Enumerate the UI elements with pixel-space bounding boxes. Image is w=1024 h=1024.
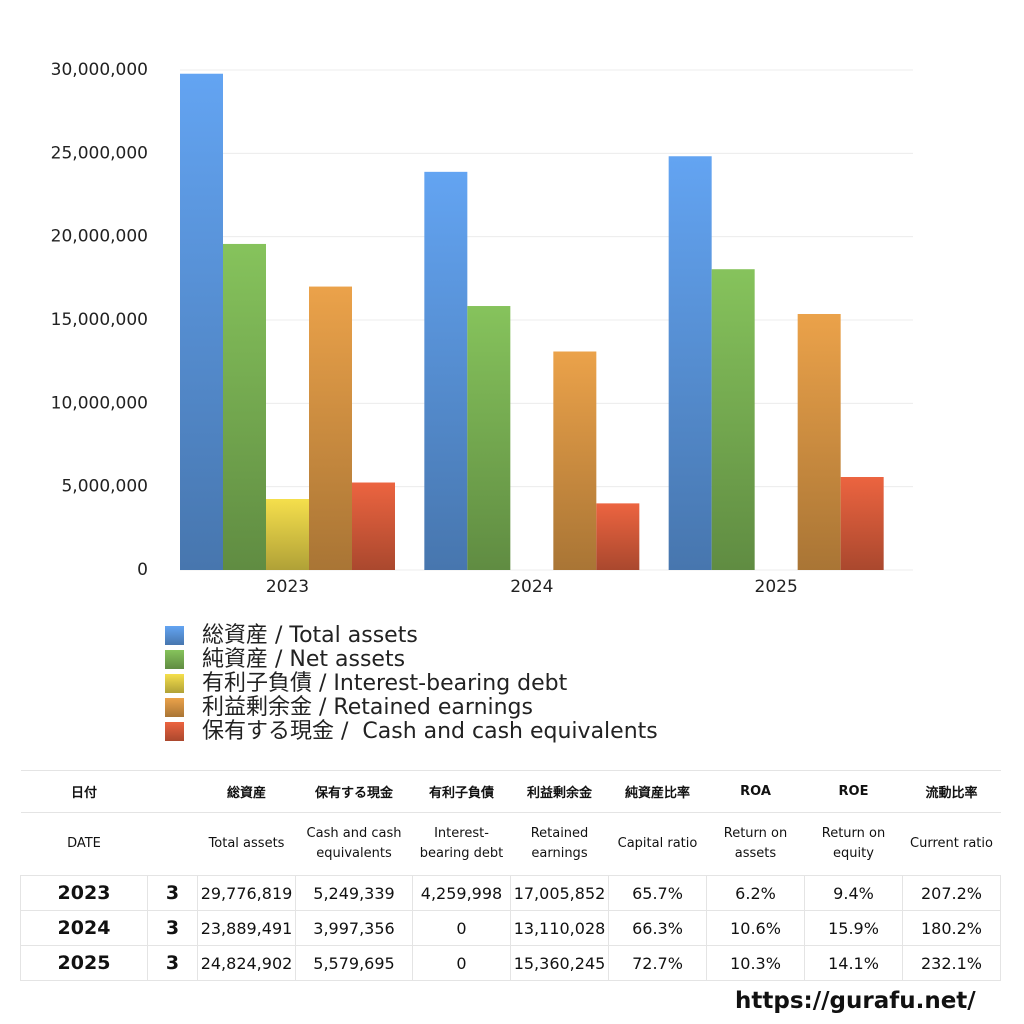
bar xyxy=(266,499,309,570)
bar xyxy=(352,482,395,570)
date-cell: 2023 xyxy=(20,875,148,911)
header-cell: DATE xyxy=(20,812,148,876)
value-cell: 0 xyxy=(412,910,511,946)
header-cell: Cash and cash equivalents xyxy=(295,812,413,876)
value-cell: 0 xyxy=(412,945,511,981)
legend-swatch xyxy=(165,722,184,741)
value-cell: 15.9% xyxy=(804,910,903,946)
month-cell: 3 xyxy=(147,945,198,981)
bar xyxy=(596,503,640,570)
value-cell: 3,997,356 xyxy=(295,910,413,946)
value-cell: 207.2% xyxy=(902,875,1001,911)
header-cell: ROA xyxy=(706,770,805,813)
y-tick-label: 0 xyxy=(137,560,148,580)
table-row: 日付 総資産 保有する現金 有利子負債 利益剰余金 純資産比率 ROA ROE 流動比率 xyxy=(20,770,1001,813)
header-cell: Total assets xyxy=(197,812,296,876)
value-cell: 4,259,998 xyxy=(412,875,511,911)
value-cell: 180.2% xyxy=(902,910,1001,946)
header-cell: 日付 xyxy=(20,770,148,813)
value-cell: 23,889,491 xyxy=(197,910,296,946)
value-cell: 10.6% xyxy=(706,910,805,946)
value-cell: 17,005,852 xyxy=(510,875,609,911)
bar xyxy=(553,351,597,570)
header-cell: ROE xyxy=(804,770,903,813)
header-cell: Current ratio xyxy=(902,812,1001,876)
x-tick-label: 2024 xyxy=(510,577,553,597)
footer-url: https://gurafu.net/ xyxy=(735,988,976,1014)
value-cell: 65.7% xyxy=(608,875,707,911)
bar xyxy=(668,156,712,570)
header-cell: Retained earnings xyxy=(510,812,609,876)
x-tick-label: 2023 xyxy=(266,577,309,597)
value-cell: 24,824,902 xyxy=(197,945,296,981)
bar xyxy=(223,243,266,570)
bar xyxy=(711,269,755,570)
legend-swatch xyxy=(165,674,184,693)
header-cell: 流動比率 xyxy=(902,770,1001,813)
header-cell: 総資産 xyxy=(197,770,296,813)
y-tick-label: 30,000,000 xyxy=(51,60,148,80)
y-tick-label: 5,000,000 xyxy=(61,477,148,497)
y-tick-label: 10,000,000 xyxy=(51,393,148,413)
value-cell: 5,579,695 xyxy=(295,945,413,981)
value-cell: 14.1% xyxy=(804,945,903,981)
date-cell: 2024 xyxy=(20,910,148,946)
value-cell: 9.4% xyxy=(804,875,903,911)
value-cell: 10.3% xyxy=(706,945,805,981)
header-cell: Return on equity xyxy=(804,812,903,876)
value-cell: 6.2% xyxy=(706,875,805,911)
legend-label: 有利子負債 / Interest-bearing debt xyxy=(202,671,568,696)
value-cell: 72.7% xyxy=(608,945,707,981)
bar xyxy=(180,73,223,571)
legend-label: 利益剰余金 / Retained earnings xyxy=(202,695,533,720)
value-cell: 232.1% xyxy=(902,945,1001,981)
legend-swatch xyxy=(165,698,184,717)
value-cell: 66.3% xyxy=(608,910,707,946)
month-cell: 3 xyxy=(147,875,198,911)
bar xyxy=(309,286,352,570)
value-cell: 5,249,339 xyxy=(295,875,413,911)
header-cell xyxy=(147,770,198,813)
value-cell: 15,360,245 xyxy=(510,945,609,981)
date-cell: 2025 xyxy=(20,945,148,981)
legend-swatch xyxy=(165,626,184,645)
bar xyxy=(467,306,511,570)
table-row: 2023 3 29,776,819 5,249,339 4,259,998 17,005,… xyxy=(20,875,1001,911)
header-cell: Capital ratio xyxy=(608,812,707,876)
bar xyxy=(797,313,841,570)
y-tick-label: 20,000,000 xyxy=(51,227,148,247)
header-cell: 純資産比率 xyxy=(608,770,707,813)
data-table: 日付 総資産 保有する現金 有利子負債 利益剰余金 純資産比率 ROA ROE 流動比率 DATE… xyxy=(20,770,1001,981)
table-row: 2024 3 23,889,491 3,997,356 0 13,110,028 66.3%… xyxy=(20,910,1001,946)
month-cell: 3 xyxy=(147,910,198,946)
header-cell: Interest-bearing debt xyxy=(412,812,511,876)
header-cell xyxy=(147,812,198,876)
chart: 0 5,000,000 10,000,000 15,000,000 20,000,000… xyxy=(51,60,913,744)
table-row: DATE Total assets Cash and cash equivalent… xyxy=(20,812,1001,876)
header-cell: Return on assets xyxy=(706,812,805,876)
value-cell: 29,776,819 xyxy=(197,875,296,911)
table-row: 2025 3 24,824,902 5,579,695 0 15,360,245 72.7%… xyxy=(20,945,1001,981)
legend-label: 保有する現金 / Cash and cash equivalents xyxy=(202,719,658,744)
value-cell: 13,110,028 xyxy=(510,910,609,946)
bar xyxy=(424,171,468,571)
legend-label: 純資産 / Net assets xyxy=(202,647,405,672)
legend-swatch xyxy=(165,650,184,669)
header-cell: 有利子負債 xyxy=(412,770,511,813)
x-tick-label: 2025 xyxy=(755,577,798,597)
y-tick-label: 15,000,000 xyxy=(51,310,148,330)
header-cell: 保有する現金 xyxy=(295,770,413,813)
legend-label: 総資産 / Total assets xyxy=(202,623,418,648)
y-tick-label: 25,000,000 xyxy=(51,143,148,163)
header-cell: 利益剰余金 xyxy=(510,770,609,813)
bar xyxy=(840,477,884,570)
